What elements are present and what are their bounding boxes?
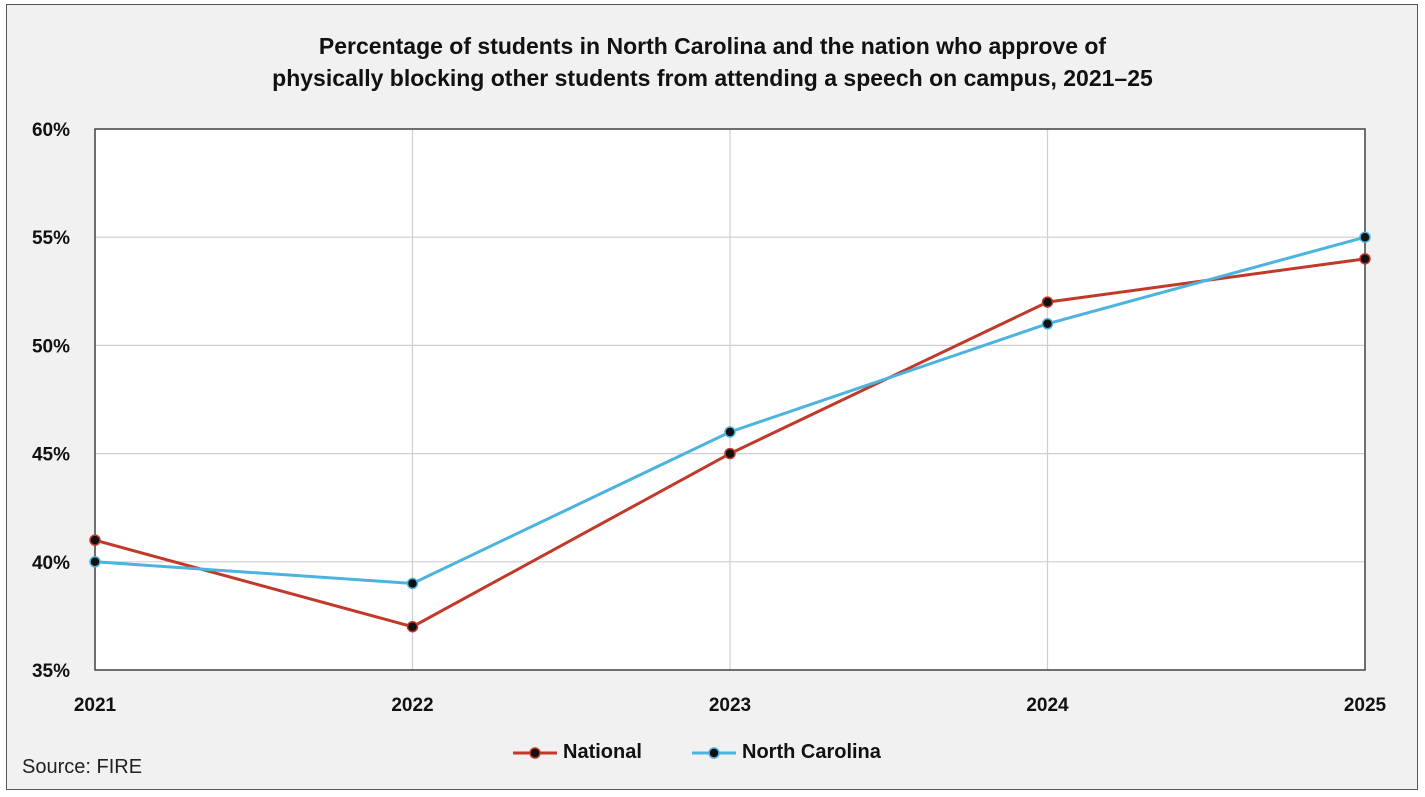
x-tick-label: 2023 xyxy=(709,695,751,716)
legend-item-north-carolina: North Carolina xyxy=(692,741,881,764)
x-tick-label: 2022 xyxy=(391,695,433,716)
y-tick-label: 45% xyxy=(32,445,70,466)
data-point-national xyxy=(89,534,101,546)
y-tick-label: 60% xyxy=(32,120,70,141)
source-note: Source: FIRE xyxy=(22,756,143,778)
title-line-2: physically blocking other students from … xyxy=(272,65,1153,91)
y-tick-label: 50% xyxy=(32,336,70,357)
x-tick-label: 2024 xyxy=(1026,695,1069,716)
y-tick-label: 40% xyxy=(32,553,70,574)
legend-marker-north-carolina xyxy=(692,746,736,759)
plot-border xyxy=(94,128,1366,671)
legend-item-national: National xyxy=(513,741,642,764)
legend-label-north-carolina: North Carolina xyxy=(742,741,881,763)
legend-marker-national xyxy=(513,746,557,759)
data-point-north-carolina xyxy=(89,556,101,568)
chart-title: Percentage of students in North Carolina… xyxy=(0,30,1425,94)
y-tick-label: 55% xyxy=(32,228,70,249)
data-point-national xyxy=(1359,253,1371,265)
data-point-national xyxy=(406,620,419,633)
data-point-north-carolina xyxy=(724,426,736,438)
data-point-national xyxy=(1041,296,1054,308)
x-tick-label: 2021 xyxy=(74,695,117,716)
y-tick-label: 35% xyxy=(32,661,70,682)
data-point-north-carolina xyxy=(1041,318,1054,330)
legend-label-national: National xyxy=(563,741,642,763)
x-tick-label: 2025 xyxy=(1344,695,1387,716)
data-point-north-carolina xyxy=(1359,231,1371,243)
data-point-national xyxy=(724,447,736,460)
title-line-1: Percentage of students in North Carolina… xyxy=(318,33,1107,59)
data-point-north-carolina xyxy=(406,577,419,590)
